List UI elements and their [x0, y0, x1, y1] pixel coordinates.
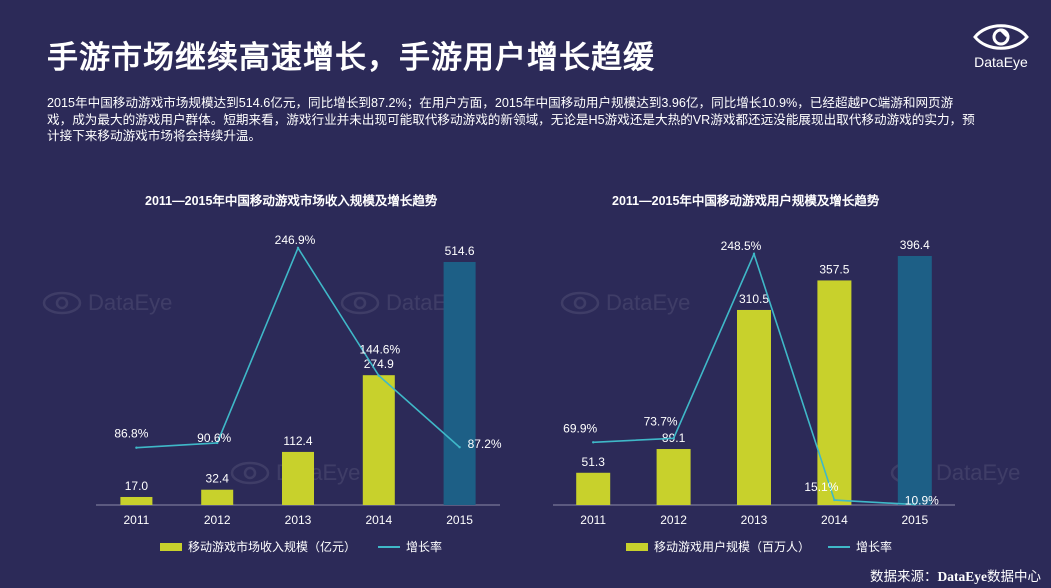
line-value-label: 87.2%: [468, 437, 502, 451]
bar: [201, 489, 234, 505]
line-point: [296, 246, 300, 250]
line-value-label: 248.5%: [721, 239, 762, 253]
legend-users-bar: 移动游戏用户规模（百万人）: [626, 538, 810, 555]
line-point: [458, 446, 461, 449]
legend-label: 移动游戏用户规模（百万人）: [654, 540, 811, 554]
line-value-label: 10.9%: [905, 494, 939, 508]
bar: [443, 262, 476, 505]
eye-icon: [230, 461, 270, 485]
watermark: DataEye: [560, 290, 690, 316]
bar-value-label: 357.5: [819, 262, 849, 276]
line-value-label: 90.6%: [197, 431, 231, 445]
watermark: DataEye: [42, 290, 172, 316]
brand-logo: DataEye: [968, 22, 1034, 70]
bar-value-label: 310.5: [739, 292, 769, 306]
line-value-label: 144.6%: [359, 343, 400, 357]
source-suffix: 数据中心: [987, 569, 1041, 585]
users-chart: 51.3201189.12012310.52013357.52014396.42…: [553, 238, 955, 527]
legend-line-swatch: [378, 545, 400, 548]
x-tick-label: 2011: [123, 513, 149, 527]
page-title: 手游市场继续高速增长，手游用户增长趋缓: [47, 40, 655, 75]
line-value-label: 73.7%: [644, 414, 678, 428]
legend-label: 增长率: [406, 540, 443, 554]
eye-icon: [340, 291, 380, 315]
chart-title-users: 2011—2015年中国移动游戏用户规模及增长趋势: [612, 194, 880, 208]
watermark-text: DataEye: [606, 290, 691, 315]
line-point: [833, 498, 836, 502]
eye-icon: [560, 291, 600, 315]
watermark-text: DataEye: [936, 460, 1021, 485]
bar: [282, 451, 314, 505]
legend-revenue-line: 增长率: [378, 538, 442, 555]
x-tick-label: 2013: [741, 513, 768, 527]
legend-label: 移动游戏市场收入规模（亿元）: [188, 540, 357, 554]
bar: [362, 375, 395, 505]
x-tick-label: 2011: [580, 513, 606, 527]
legend-revenue-bar: 移动游戏市场收入规模（亿元）: [160, 538, 356, 555]
x-tick-label: 2014: [821, 513, 848, 527]
chart-title-revenue: 2011—2015年中国移动游戏市场收入规模及增长趋势: [145, 194, 438, 208]
x-tick-label: 2013: [285, 513, 312, 527]
bar: [817, 280, 852, 505]
line-point: [135, 446, 138, 449]
bar: [897, 256, 932, 505]
source-prefix: 数据来源：: [870, 569, 938, 585]
x-tick-label: 2012: [204, 513, 231, 527]
line-point: [592, 441, 595, 444]
line-point: [752, 252, 756, 256]
source-brand: DataEye: [937, 569, 988, 584]
growth-line: [136, 246, 461, 449]
line-point: [672, 437, 675, 440]
line-value-label: 246.9%: [275, 233, 316, 247]
line-value-label: 69.9%: [563, 421, 597, 435]
legend-line-swatch: [828, 545, 850, 548]
bar: [576, 472, 611, 505]
legend-label: 增长率: [856, 540, 893, 554]
line-point: [913, 503, 916, 506]
eye-icon: [42, 291, 82, 315]
line-point: [377, 374, 380, 377]
revenue-chart: 17.0 2011 32.4 2012 112.4 2013 274.9 2014 514.6 2…: [96, 233, 502, 527]
bar-value-label: 112.4: [283, 434, 312, 448]
bar: [656, 449, 691, 505]
summary-text: 2015年中国移动游戏市场规模达到514.6亿元，同比增长到87.2%；在用户方…: [47, 96, 975, 143]
x-tick-label: 2015: [446, 513, 473, 527]
line-value-label: 86.8%: [114, 427, 148, 441]
bar-value-label: 32.4: [206, 472, 230, 486]
legend-users-line: 增长率: [828, 538, 892, 555]
bar: [120, 496, 153, 505]
x-tick-label: 2014: [365, 513, 392, 527]
legend-bar-swatch: [160, 542, 182, 551]
line-value-label: 15.1%: [804, 480, 838, 494]
bar-value-label: 274.9: [364, 357, 394, 371]
bar-value-label: 51.3: [582, 455, 606, 469]
bar-value-label: 396.4: [900, 238, 930, 252]
logo-text: DataEye: [974, 54, 1028, 70]
x-tick-label: 2012: [660, 513, 687, 527]
bar-value-label: 514.6: [445, 244, 475, 258]
bar: [737, 309, 771, 505]
x-tick-label: 2015: [901, 513, 928, 527]
watermark-text: DataEye: [88, 290, 173, 315]
bar-value-label: 17.0: [125, 479, 149, 493]
eye-logo-icon: [973, 24, 1029, 50]
legend-bar-swatch: [626, 542, 648, 551]
source-note: 数据来源：DataEye数据中心: [870, 565, 1041, 585]
line-point: [216, 441, 219, 445]
